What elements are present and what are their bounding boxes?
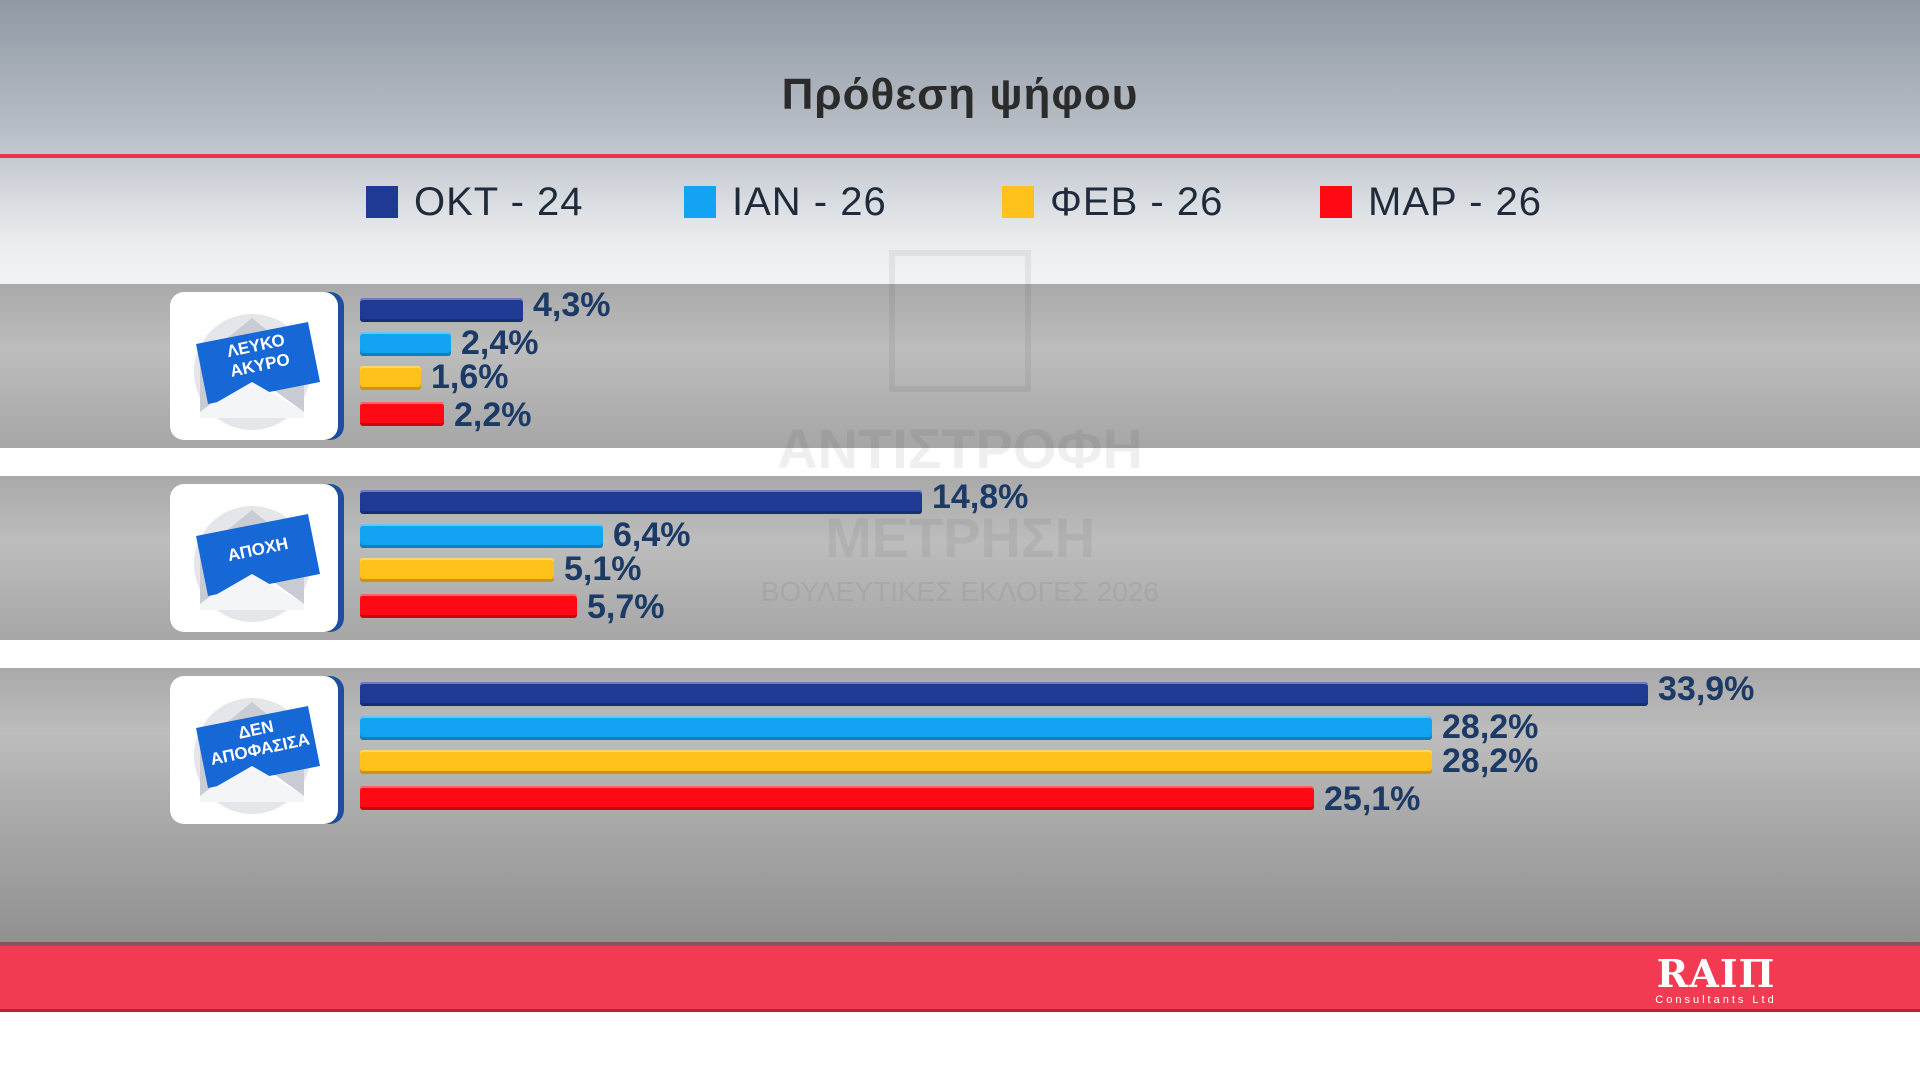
band-gap-2 [0,640,1920,668]
legend-swatch-okt24 [366,186,398,218]
group-icon-card-3: ΔΕΝ ΑΠΟΦΑΣΙΣΑ [170,676,338,824]
bar-value-group1-okt24: 4,3% [533,286,611,324]
legend-swatch-feb26 [1002,186,1034,218]
legend-label-mar26: ΜΑΡ - 26 [1368,179,1542,224]
bar-group2-feb26 [360,558,554,582]
bar-value-group1-mar26: 2,2% [454,396,532,434]
bar-group3-okt24 [360,682,1648,706]
envelope-icon [194,314,320,430]
footer-shadow [0,942,1920,946]
legend-item-mar26: ΜΑΡ - 26 [1320,178,1542,226]
bar-value-group2-feb26: 5,1% [564,550,642,588]
bar-group2-mar26 [360,594,577,618]
footer-bar [0,946,1920,1012]
legend-item-ian26: ΙΑΝ - 26 [684,178,887,226]
legend-label-feb26: ΦΕΒ - 26 [1050,179,1224,224]
watermark-line3: ΒΟΥΛΕΥΤΙΚΕΣ ΕΚΛΟΓΕΣ 2026 [760,576,1160,607]
legend-label-okt24: ΟΚΤ - 24 [414,179,584,224]
legend-item-feb26: ΦΕΒ - 26 [1002,178,1223,226]
title-divider [0,154,1920,158]
bar-group3-feb26 [360,750,1432,774]
brand-logo-text: RAIΠ [1656,951,1776,996]
legend-swatch-mar26 [1320,186,1352,218]
chart-title: Πρόθεση ψήφου [781,70,1139,119]
brand-logo: RAIΠ Consultants Ltd [1636,954,1796,1010]
bar-value-group1-feb26: 1,6% [431,358,509,396]
bar-group1-okt24 [360,298,523,322]
watermark-line2: ΜΕΤΡΗΣΗ [824,506,1096,569]
bar-group2-ian26 [360,524,603,548]
bar-value-group1-ian26: 2,4% [461,324,539,362]
bar-value-group3-feb26: 28,2% [1442,742,1539,780]
bar-value-group3-okt24: 33,9% [1658,670,1755,708]
envelope-icon [194,506,320,622]
bar-group3-mar26 [360,786,1314,810]
group-icon-card-1: ΛΕΥΚΟ ΑΚΥΡΟ [170,292,338,440]
ballot-box-icon [889,250,1031,392]
watermark-line1: ΑΝΤΙΣΤΡΟΦΗ [777,417,1143,480]
bar-value-group2-ian26: 6,4% [613,516,691,554]
bar-group1-ian26 [360,332,451,356]
bar-group1-feb26 [360,366,421,390]
envelope-icon [194,698,320,814]
bar-group3-ian26 [360,716,1432,740]
bar-group2-okt24 [360,490,922,514]
legend-swatch-ian26 [684,186,716,218]
bar-value-group2-okt24: 14,8% [932,478,1029,516]
bar-value-group2-mar26: 5,7% [587,588,665,626]
bar-group1-mar26 [360,402,444,426]
bar-value-group3-mar26: 25,1% [1324,780,1421,818]
legend: ΟΚΤ - 24 ΙΑΝ - 26 ΦΕΒ - 26 ΜΑΡ - 26 [366,178,1566,226]
band-gap-1 [0,448,1920,476]
legend-item-okt24: ΟΚΤ - 24 [366,178,584,226]
brand-logo-subtext: Consultants Ltd [1655,994,1777,1006]
legend-label-ian26: ΙΑΝ - 26 [732,179,887,224]
watermark: ΑΝΤΙΣΤΡΟΦΗ ΜΕΤΡΗΣΗ ΒΟΥΛΕΥΤΙΚΕΣ ΕΚΛΟΓΕΣ 2… [740,250,1180,607]
bar-value-group3-ian26: 28,2% [1442,708,1539,746]
group-icon-card-2: ΑΠΟΧΗ [170,484,338,632]
